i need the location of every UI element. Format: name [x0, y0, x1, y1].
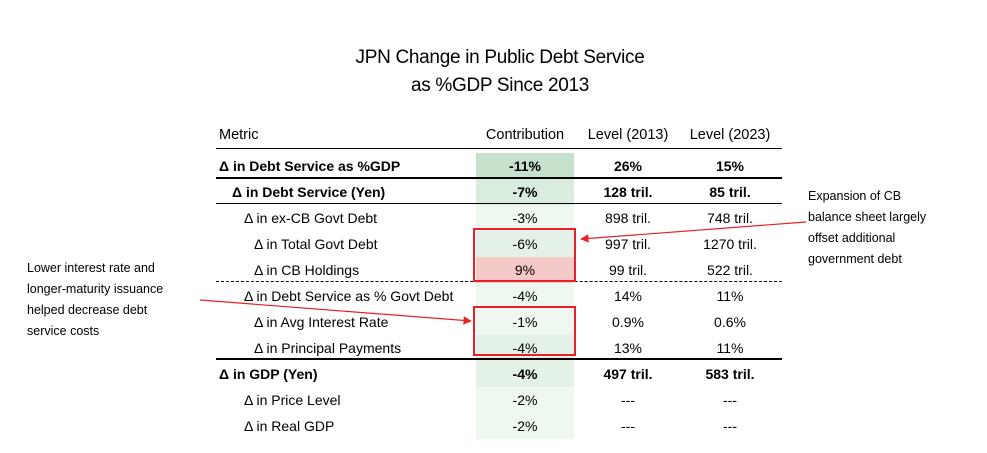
- chart-subtitle: as %GDP Since 2013: [410, 75, 590, 96]
- metric-label: Δ in Real GDP: [244, 418, 335, 434]
- level-2023-value: 15%: [715, 158, 745, 174]
- contribution-value: -6%: [512, 236, 538, 252]
- left-annotation-line: service costs: [27, 324, 100, 338]
- metric-label: Δ in Avg Interest Rate: [254, 314, 389, 330]
- metric-label: Δ in ex-CB Govt Debt: [244, 210, 378, 226]
- contribution-cell-bg: [476, 205, 574, 231]
- level-2013-value: 26%: [613, 158, 643, 174]
- level-2013-value: 898 tril.: [605, 210, 651, 226]
- contribution-cell-bg: [476, 179, 574, 205]
- contribution-value: -1%: [512, 314, 538, 330]
- level-2013-value: 14%: [613, 288, 643, 304]
- contribution-value: -4%: [512, 366, 538, 382]
- right-annotation: Expansion of CB balance sheet largely of…: [808, 186, 926, 270]
- contribution-value: -3%: [512, 210, 538, 226]
- table-rule: [216, 148, 782, 149]
- header-level-2023: Level (2023): [689, 127, 771, 143]
- table-rule: [216, 203, 782, 204]
- level-2013-value: 99 tril.: [608, 262, 648, 278]
- level-2023-value: 0.6%: [714, 314, 746, 330]
- contribution-value: -11%: [509, 158, 541, 174]
- contribution-cell-bg: [476, 413, 574, 439]
- level-2023-value: 1270 tril.: [703, 236, 757, 252]
- table-rule: [216, 177, 782, 179]
- highlight-box-interest: [473, 306, 576, 356]
- arrow-to-interest-rate: [199, 299, 472, 325]
- level-2023-value: ---: [723, 392, 737, 408]
- level-2023-value: ---: [723, 418, 737, 434]
- level-2023-value: 748 tril.: [707, 210, 753, 226]
- contribution-value: -2%: [512, 418, 538, 434]
- contribution-cell-bg: [476, 361, 574, 387]
- level-2023-value: 11%: [716, 288, 744, 304]
- right-annotation-line: offset additional: [808, 231, 896, 245]
- highlight-box-govt-debt: [473, 228, 576, 282]
- level-2013-value: 128 tril.: [603, 184, 653, 200]
- contribution-cell-bg: [476, 387, 574, 413]
- level-2023-value: 85 tril.: [709, 184, 751, 200]
- metric-label: Δ in Debt Service as % Govt Debt: [244, 288, 454, 304]
- level-2023-value: 583 tril.: [705, 366, 755, 382]
- header-metric: Metric: [219, 127, 259, 143]
- level-2013-value: 497 tril.: [603, 366, 653, 382]
- metric-label: Δ in CB Holdings: [254, 262, 360, 278]
- metric-label: Δ in Total Govt Debt: [254, 236, 378, 252]
- contribution-cell-bg: [476, 257, 574, 283]
- right-annotation-line: Expansion of CB: [808, 189, 902, 203]
- contribution-value: -7%: [512, 184, 538, 200]
- header-contribution: Contribution: [485, 127, 565, 143]
- level-2023-value: 522 tril.: [707, 262, 753, 278]
- chart-title: JPN Change in Public Debt Service: [355, 47, 645, 68]
- contribution-cell-bg: [476, 283, 574, 309]
- right-annotation-line: balance sheet largely: [808, 210, 927, 224]
- left-annotation: Lower interest rate and longer-maturity …: [27, 258, 163, 342]
- metric-label: Δ in Debt Service (Yen): [232, 184, 386, 200]
- metric-label: Δ in Principal Payments: [254, 340, 402, 356]
- left-annotation-line: Lower interest rate and: [27, 261, 155, 275]
- contribution-cell-bg: [476, 335, 574, 361]
- contribution-cell-bg: [476, 231, 574, 257]
- contribution-value: -4%: [512, 340, 538, 356]
- arrow-to-govt-debt: [580, 221, 807, 243]
- contribution-value: -4%: [512, 288, 538, 304]
- contribution-cell-bg: [476, 309, 574, 335]
- metric-label: Δ in GDP (Yen): [219, 366, 318, 382]
- metric-label: Δ in Price Level: [244, 392, 341, 408]
- contribution-value: -2%: [512, 392, 538, 408]
- contribution-cell-bg: [476, 153, 574, 179]
- right-annotation-line: government debt: [808, 252, 902, 266]
- contribution-value: 9%: [514, 262, 536, 278]
- level-2013-value: 0.9%: [612, 314, 644, 330]
- table-rule: [216, 358, 782, 360]
- level-2013-value: 997 tril.: [605, 236, 651, 252]
- level-2013-value: ---: [621, 392, 635, 408]
- level-2013-value: 13%: [613, 340, 643, 356]
- left-annotation-line: helped decrease debt: [27, 303, 148, 317]
- header-level-2013: Level (2013): [587, 127, 669, 143]
- metric-label: Δ in Debt Service as %GDP: [219, 158, 401, 174]
- level-2023-value: 11%: [716, 340, 744, 356]
- left-annotation-line: longer-maturity issuance: [27, 282, 164, 296]
- level-2013-value: ---: [621, 418, 635, 434]
